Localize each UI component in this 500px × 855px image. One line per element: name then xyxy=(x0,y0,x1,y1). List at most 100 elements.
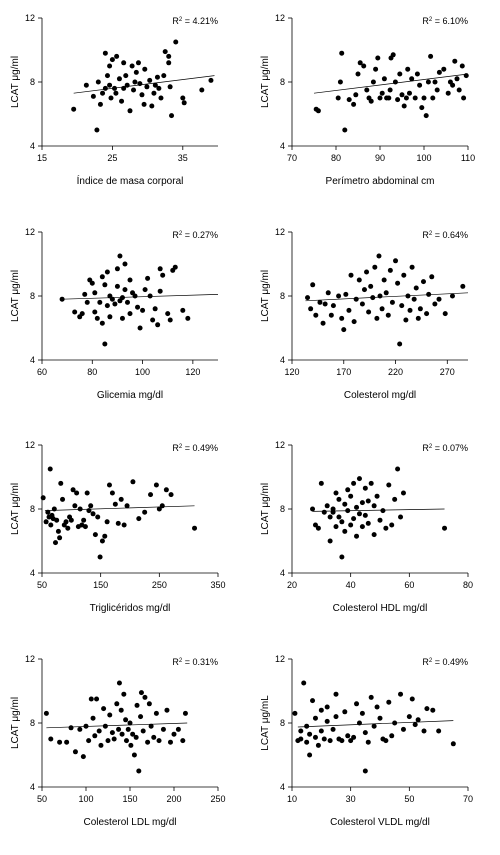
data-point xyxy=(389,522,395,528)
x-tick-label: 15 xyxy=(37,153,47,163)
data-point xyxy=(139,92,145,98)
data-point xyxy=(121,85,127,91)
data-point xyxy=(461,95,467,101)
data-point xyxy=(459,63,465,69)
data-point xyxy=(406,90,412,96)
data-point xyxy=(355,71,361,77)
y-tick-label: 12 xyxy=(275,654,285,664)
data-point xyxy=(348,522,354,528)
data-point xyxy=(398,514,404,520)
data-point xyxy=(127,310,133,316)
x-tick-label: 40 xyxy=(346,580,356,590)
data-point xyxy=(397,341,403,346)
data-point xyxy=(354,700,360,706)
data-point xyxy=(361,286,367,292)
data-point xyxy=(318,480,324,486)
data-point xyxy=(60,496,66,502)
scatter-panel: 4 8 12 10 30 50 70 LCAT μg/mL Colesterol VLDL mg… xyxy=(250,641,500,855)
data-point xyxy=(339,554,345,560)
data-point xyxy=(307,752,313,757)
y-tick-label: 4 xyxy=(30,141,35,151)
data-point xyxy=(102,723,108,729)
data-point xyxy=(346,307,352,313)
y-tick-label: 12 xyxy=(275,13,285,23)
data-point xyxy=(359,710,365,716)
data-point xyxy=(409,696,415,701)
r-squared-label: R2 = 0.49% xyxy=(172,443,218,453)
y-tick-label: 8 xyxy=(280,504,285,514)
scatter-panel: 4 8 12 15 25 35 LCAT μg/ml Índice de masa corpo… xyxy=(0,0,250,214)
data-point xyxy=(107,82,113,88)
data-point xyxy=(166,60,172,66)
data-point xyxy=(450,82,456,88)
data-point xyxy=(365,739,371,745)
data-point xyxy=(315,108,321,114)
data-point xyxy=(322,301,328,306)
x-tick-label: 20 xyxy=(287,580,297,590)
data-point xyxy=(412,721,418,727)
data-point xyxy=(342,708,348,714)
data-point xyxy=(137,325,143,330)
x-tick-label: 100 xyxy=(135,367,150,377)
data-point xyxy=(113,90,119,96)
data-point xyxy=(98,742,104,748)
data-point xyxy=(156,737,162,743)
trend-line xyxy=(46,722,188,728)
data-point xyxy=(119,98,125,104)
data-point xyxy=(339,315,345,321)
x-axis-title: Perímetro abdominal cm xyxy=(326,176,435,187)
data-point xyxy=(298,728,304,733)
data-point xyxy=(57,739,63,745)
data-point xyxy=(136,516,142,522)
data-point xyxy=(65,525,71,531)
data-point xyxy=(420,278,426,284)
data-point xyxy=(429,273,435,279)
data-point xyxy=(138,689,144,695)
data-point xyxy=(356,476,362,482)
data-point xyxy=(153,710,159,716)
r-squared-label: R2 = 4.21% xyxy=(172,16,218,26)
data-point xyxy=(150,317,156,322)
x-tick-label: 30 xyxy=(346,794,356,804)
data-point xyxy=(395,466,401,472)
scatter-panel: 4 8 12 60 80 100 120 LCAT μg/ml Glicemia mg/dl R2… xyxy=(0,214,250,428)
x-tick-label: 60 xyxy=(37,367,47,377)
y-tick-label: 12 xyxy=(275,440,285,450)
data-point xyxy=(74,490,80,496)
data-point xyxy=(318,728,324,733)
data-point xyxy=(339,50,345,56)
data-point xyxy=(454,76,460,82)
data-point xyxy=(142,509,148,515)
data-point xyxy=(356,511,362,517)
data-point xyxy=(351,516,357,522)
data-point xyxy=(415,315,421,321)
data-point xyxy=(119,294,125,300)
data-point xyxy=(407,307,413,313)
data-point xyxy=(109,490,115,496)
data-point xyxy=(83,723,89,729)
data-point xyxy=(395,280,401,286)
data-point xyxy=(353,92,359,98)
data-point xyxy=(345,508,351,514)
data-point xyxy=(370,79,376,85)
data-point xyxy=(445,90,451,96)
x-axis-title: Colesterol mg/dl xyxy=(344,390,416,401)
data-point xyxy=(112,85,118,91)
data-point xyxy=(166,53,172,59)
data-point xyxy=(119,315,125,321)
data-point xyxy=(167,84,173,90)
data-point xyxy=(160,272,166,278)
data-point xyxy=(342,127,348,133)
data-point xyxy=(105,737,111,743)
data-point xyxy=(346,97,352,103)
data-point xyxy=(337,79,343,85)
data-point xyxy=(116,680,122,685)
data-point xyxy=(377,715,383,721)
x-tick-label: 80 xyxy=(331,153,341,163)
data-point xyxy=(164,707,170,713)
y-tick-label: 12 xyxy=(275,227,285,237)
data-point xyxy=(40,495,46,501)
data-point xyxy=(324,718,330,724)
scatter-panel: 4 8 12 50 100 150 200 250 LCAT μg/ml Colesterol L… xyxy=(0,641,250,855)
x-tick-label: 200 xyxy=(166,794,181,804)
